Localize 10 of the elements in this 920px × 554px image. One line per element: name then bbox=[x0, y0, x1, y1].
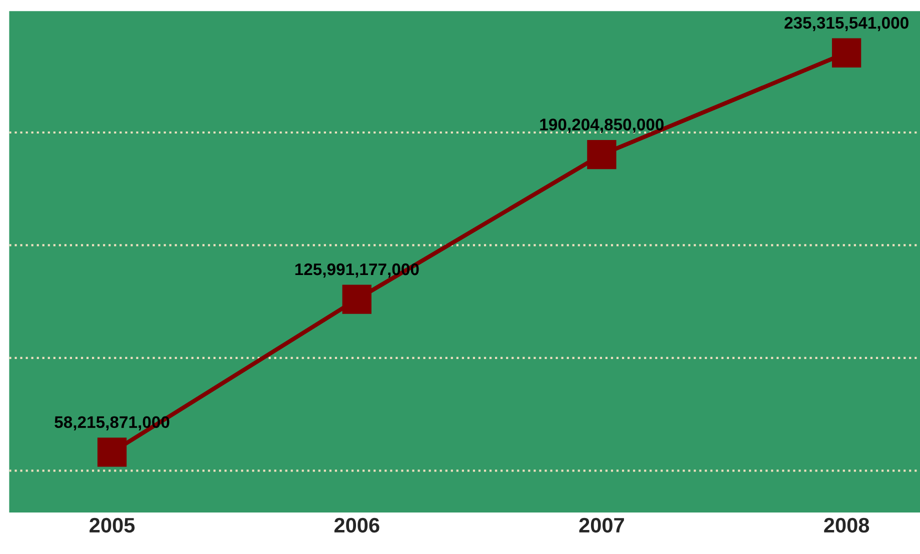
data-label: 190,204,850,000 bbox=[540, 118, 664, 133]
point bbox=[97, 438, 127, 467]
x-tick-label: 2006 bbox=[334, 518, 380, 533]
point bbox=[587, 140, 616, 170]
x-tick-label: 2007 bbox=[579, 518, 624, 533]
data-label: 235,315,541,000 bbox=[784, 16, 908, 32]
x-tick-label: 2005 bbox=[90, 518, 135, 533]
point bbox=[342, 284, 372, 314]
x-tick-label: 2008 bbox=[824, 518, 870, 533]
point bbox=[832, 38, 862, 68]
